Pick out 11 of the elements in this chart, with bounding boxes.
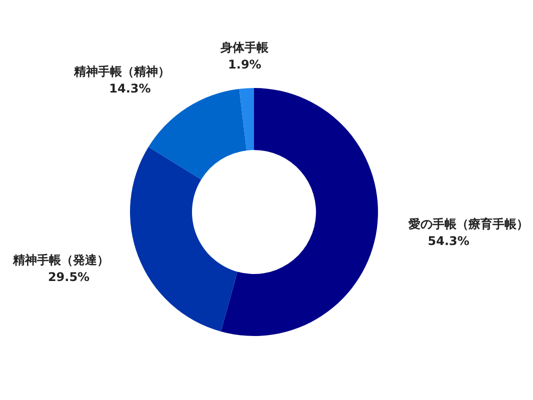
slice-label: 精神手帳（発達）	[12, 253, 109, 268]
donut-slice	[239, 88, 254, 150]
slice-label: 身体手帳	[220, 40, 270, 54]
slice-label: 精神手帳（精神）	[73, 64, 170, 79]
data-label: 54.3%	[428, 234, 470, 248]
donut-slice	[130, 146, 238, 332]
slice-label: 愛の手帳（療育手帳）	[408, 217, 529, 232]
data-label: 29.5%	[48, 270, 90, 284]
data-label: 1.9%	[228, 57, 262, 72]
donut-slice	[220, 88, 378, 336]
data-label: 14.3%	[109, 82, 151, 96]
